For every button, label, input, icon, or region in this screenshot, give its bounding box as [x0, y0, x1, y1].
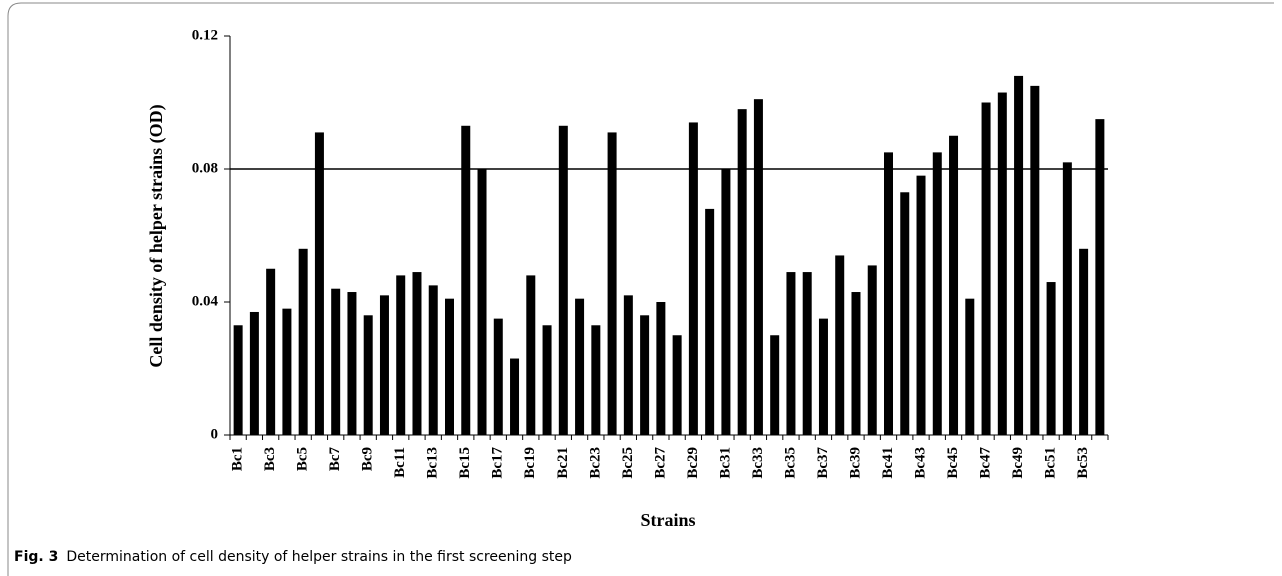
y-tick-label: 0.04 — [192, 293, 219, 309]
x-tick-label: Bc15 — [457, 447, 473, 479]
bar — [770, 335, 780, 435]
y-tick-label: 0.08 — [192, 160, 218, 176]
bar — [526, 275, 536, 435]
bar — [949, 135, 959, 435]
bar — [542, 325, 552, 435]
bar — [428, 285, 438, 435]
x-tick-label: Bc37 — [815, 447, 831, 479]
bar — [1079, 248, 1089, 435]
bar — [591, 325, 601, 435]
x-tick-label: Bc45 — [945, 447, 961, 479]
x-tick-label: Bc1 — [230, 447, 246, 471]
bar — [786, 272, 796, 435]
caption: Fig. 3 Determination of cell density of h… — [14, 549, 572, 565]
figure-frame — [7, 2, 1274, 576]
bar — [623, 295, 633, 435]
x-tick-label: Bc7 — [327, 447, 343, 472]
x-tick-label: Bc47 — [977, 447, 993, 479]
x-tick-label: Bc23 — [587, 447, 603, 479]
bar — [314, 132, 324, 436]
bar — [965, 298, 975, 435]
bar — [688, 122, 698, 435]
bar — [558, 125, 568, 436]
bar — [705, 208, 715, 435]
bar — [249, 311, 259, 435]
bar — [607, 132, 617, 436]
bar — [1046, 282, 1056, 435]
bar — [282, 308, 292, 435]
bar — [981, 102, 991, 435]
x-tick-label: Bc13 — [425, 447, 441, 479]
bar — [1062, 162, 1072, 435]
x-tick-label: Bc27 — [652, 447, 668, 479]
y-axis-title: Cell density of helper strains (OD) — [146, 104, 167, 367]
x-tick-label: Bc5 — [295, 447, 311, 471]
bar — [347, 292, 357, 435]
bar — [867, 265, 877, 435]
x-tick-label: Bc21 — [555, 447, 571, 479]
bar — [656, 302, 666, 435]
y-tick-label: 0 — [211, 426, 219, 442]
bar — [1095, 119, 1105, 435]
x-tick-label: Bc25 — [620, 447, 636, 479]
bar — [997, 92, 1007, 436]
bar — [737, 109, 747, 436]
x-tick-label: Bc3 — [262, 447, 278, 471]
bar — [802, 272, 812, 435]
bar — [233, 325, 243, 435]
bar — [672, 335, 682, 435]
bar — [1014, 75, 1024, 436]
x-tick-label: Bc51 — [1043, 447, 1059, 479]
bar — [396, 275, 406, 435]
caption-text: Determination of cell density of helper … — [66, 549, 572, 565]
x-tick-label: Bc33 — [750, 447, 766, 479]
x-tick-label: Bc29 — [685, 447, 701, 479]
bar — [721, 169, 731, 435]
x-tick-label: Bc41 — [880, 447, 896, 479]
bar — [753, 99, 763, 436]
bar — [851, 292, 861, 435]
bar — [298, 248, 308, 435]
x-tick-label: Bc19 — [522, 447, 538, 479]
bar — [835, 255, 845, 435]
x-tick-label: Bc31 — [717, 447, 733, 479]
bar — [640, 315, 650, 435]
bar — [932, 152, 942, 435]
bar — [266, 268, 276, 435]
bar — [331, 288, 341, 435]
bar — [379, 295, 389, 435]
y-tick-label: 0.12 — [192, 27, 218, 43]
bar — [493, 318, 503, 435]
caption-label: Fig. 3 — [14, 549, 58, 565]
bar — [575, 298, 585, 435]
x-tick-label: Bc43 — [912, 447, 928, 479]
x-tick-label: Bc17 — [490, 447, 506, 479]
bar — [477, 169, 487, 435]
bar — [412, 272, 422, 435]
bar — [916, 175, 926, 435]
x-tick-label: Bc9 — [360, 447, 376, 471]
bar — [461, 125, 471, 436]
x-tick-label: Bc11 — [392, 447, 408, 478]
x-tick-label: Bc39 — [847, 447, 863, 479]
x-tick-label: Bc53 — [1075, 447, 1091, 479]
bar — [818, 318, 828, 435]
bar — [900, 192, 910, 435]
x-axis-title: Strains — [640, 510, 695, 530]
bar — [510, 358, 520, 435]
bar — [1030, 85, 1040, 435]
bar — [445, 298, 454, 435]
x-tick-label: Bc35 — [782, 447, 798, 479]
bar — [884, 152, 893, 435]
x-tick-label: Bc49 — [1010, 447, 1026, 479]
bar — [363, 315, 373, 435]
